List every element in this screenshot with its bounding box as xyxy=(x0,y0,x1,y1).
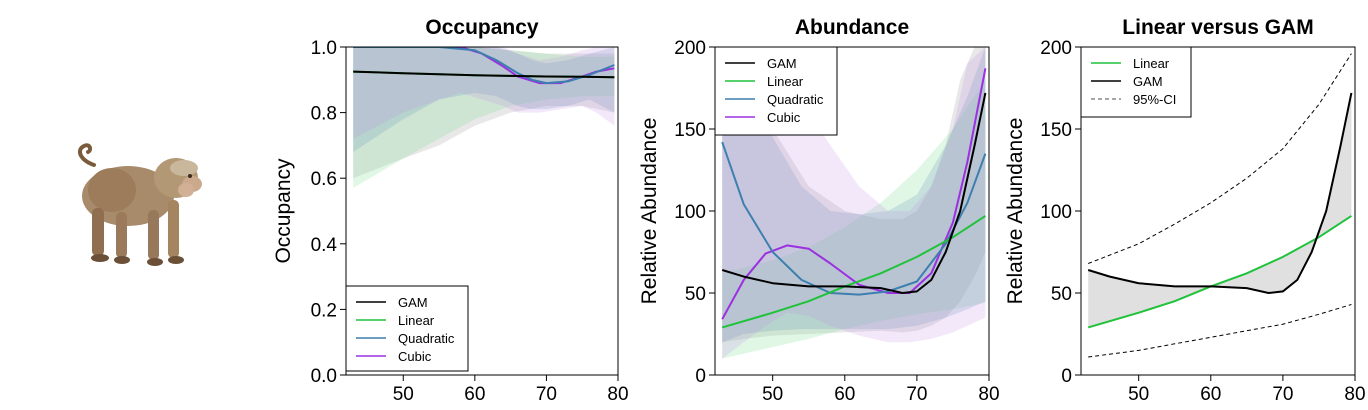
ci-band-quadratic xyxy=(722,47,986,343)
x-tick-label: 80 xyxy=(607,384,628,405)
x-tick-label: 70 xyxy=(536,384,557,405)
legend-label: Quadratic xyxy=(398,331,455,346)
plot-area xyxy=(721,47,987,359)
series-line-cubic xyxy=(721,68,987,320)
y-tick-label: 0.2 xyxy=(311,300,337,321)
legend: GAM Linear Quadratic Cubic xyxy=(345,285,469,372)
legend-label: 95%-CI xyxy=(1133,92,1176,107)
legend-label: Cubic xyxy=(767,110,801,125)
y-tick-label: 200 xyxy=(674,38,706,59)
chart-title: Abundance xyxy=(795,16,909,39)
legend-label: Linear xyxy=(1133,56,1170,71)
series-line-linear xyxy=(721,215,986,329)
y-tick-label: 0 xyxy=(695,366,706,387)
legend-box xyxy=(345,285,469,372)
series-line-gam xyxy=(353,70,615,79)
ci-band-gam xyxy=(353,47,615,179)
ci-band-gam xyxy=(722,47,986,343)
x-tick-label: 80 xyxy=(1344,384,1365,405)
y-tick-label: 0.4 xyxy=(311,235,338,256)
series-line-linear xyxy=(1087,215,1352,329)
legend: GAM Linear Quadratic Cubic xyxy=(714,46,838,136)
y-axis-label: Relative Abundance xyxy=(1004,118,1027,305)
legend-box xyxy=(1080,46,1192,118)
macaque-illustration xyxy=(77,143,202,266)
legend-label: GAM xyxy=(1133,74,1163,89)
y-tick-label: 0.0 xyxy=(311,366,337,387)
x-tick-label: 80 xyxy=(978,384,999,405)
difference-area xyxy=(1088,92,1352,328)
x-tick-label: 50 xyxy=(393,384,414,405)
ci-lower-line xyxy=(1088,304,1352,358)
y-tick-label: 100 xyxy=(1040,202,1072,223)
x-tick-label: 70 xyxy=(1272,384,1293,405)
chart-title: Occupancy xyxy=(425,16,539,39)
y-tick-label: 100 xyxy=(674,202,706,223)
y-axis-label: Occupancy xyxy=(272,158,295,264)
legend-label: GAM xyxy=(398,295,428,310)
ci-upper-line xyxy=(1088,53,1352,264)
legend-label: GAM xyxy=(767,56,797,71)
y-tick-label: 200 xyxy=(1040,38,1072,59)
chart-panel-2: 50 60 70 80 0 50 100 150 200 Abundance Relative Ab… xyxy=(638,16,1000,405)
ci-band-cubic xyxy=(353,47,615,139)
y-axis-label: Relative Abundance xyxy=(638,118,661,305)
x-tick-label: 60 xyxy=(1200,384,1221,405)
y-tick-label: 0.6 xyxy=(311,169,337,190)
y-tick-label: 50 xyxy=(1051,284,1072,305)
chart-panel-1: 50 60 70 80 0.0 0.2 0.4 0.6 0.8 1.0 Occupancy Occup… xyxy=(272,16,629,405)
x-tick-label: 60 xyxy=(464,384,485,405)
x-tick-label: 50 xyxy=(1128,384,1149,405)
y-tick-label: 0 xyxy=(1061,366,1072,387)
legend-label: Linear xyxy=(398,313,435,328)
plot-area xyxy=(353,47,615,188)
y-tick-label: 50 xyxy=(685,284,706,305)
legend-label: Cubic xyxy=(398,349,432,364)
legend: Linear GAM 95%-CI xyxy=(1080,46,1192,118)
x-tick-label: 50 xyxy=(762,384,783,405)
chart-title: Linear versus GAM xyxy=(1122,16,1313,39)
plot-area xyxy=(1087,53,1353,358)
chart-panel-3: 50 60 70 80 0 50 100 150 200 Linear versus GAM Rel… xyxy=(1004,16,1366,405)
series-line-quadratic xyxy=(353,47,615,85)
y-tick-label: 1.0 xyxy=(311,38,337,59)
legend-label: Quadratic xyxy=(767,92,824,107)
x-tick-label: 60 xyxy=(834,384,855,405)
x-tick-label: 70 xyxy=(906,384,927,405)
y-tick-label: 150 xyxy=(674,120,706,141)
plot-frame xyxy=(345,46,619,376)
y-tick-label: 0.8 xyxy=(311,104,337,125)
legend-box xyxy=(714,46,838,136)
legend-label: Linear xyxy=(767,74,804,89)
y-tick-label: 150 xyxy=(1040,120,1072,141)
series-line-gam xyxy=(1087,92,1353,295)
series-line-gam xyxy=(721,92,987,294)
